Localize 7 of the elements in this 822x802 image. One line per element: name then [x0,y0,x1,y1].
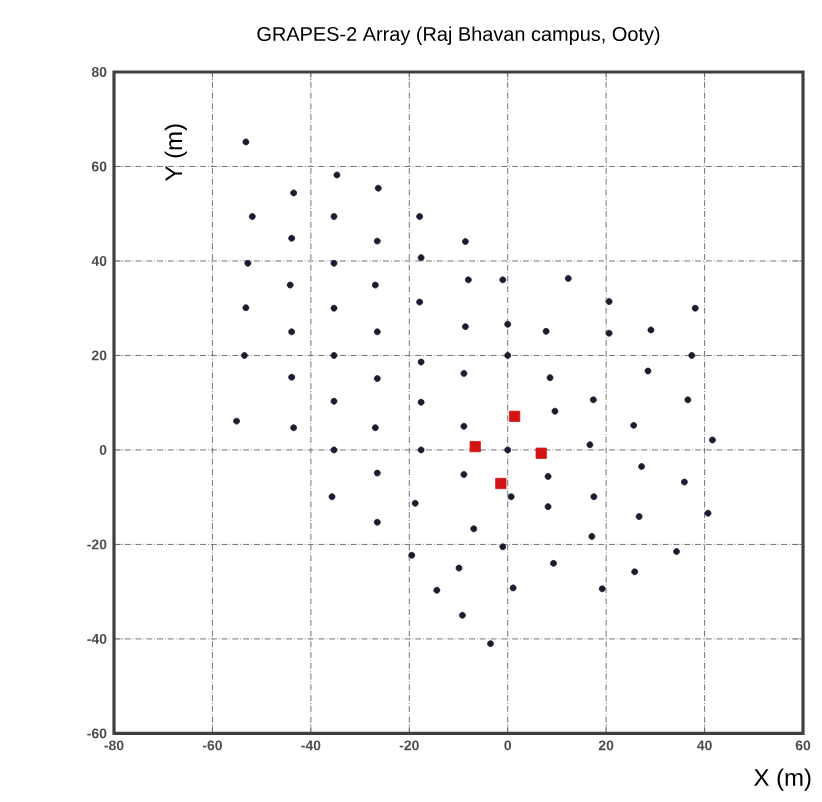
point [535,447,547,459]
chart-title: GRAPES-2 Array (Raj Bhavan campus, Ooty) [257,26,660,45]
point [469,441,481,453]
y-axis-title: Y (m) [164,124,187,181]
point [509,410,521,422]
x-axis-title: X (m) [754,768,811,791]
point [495,477,507,490]
